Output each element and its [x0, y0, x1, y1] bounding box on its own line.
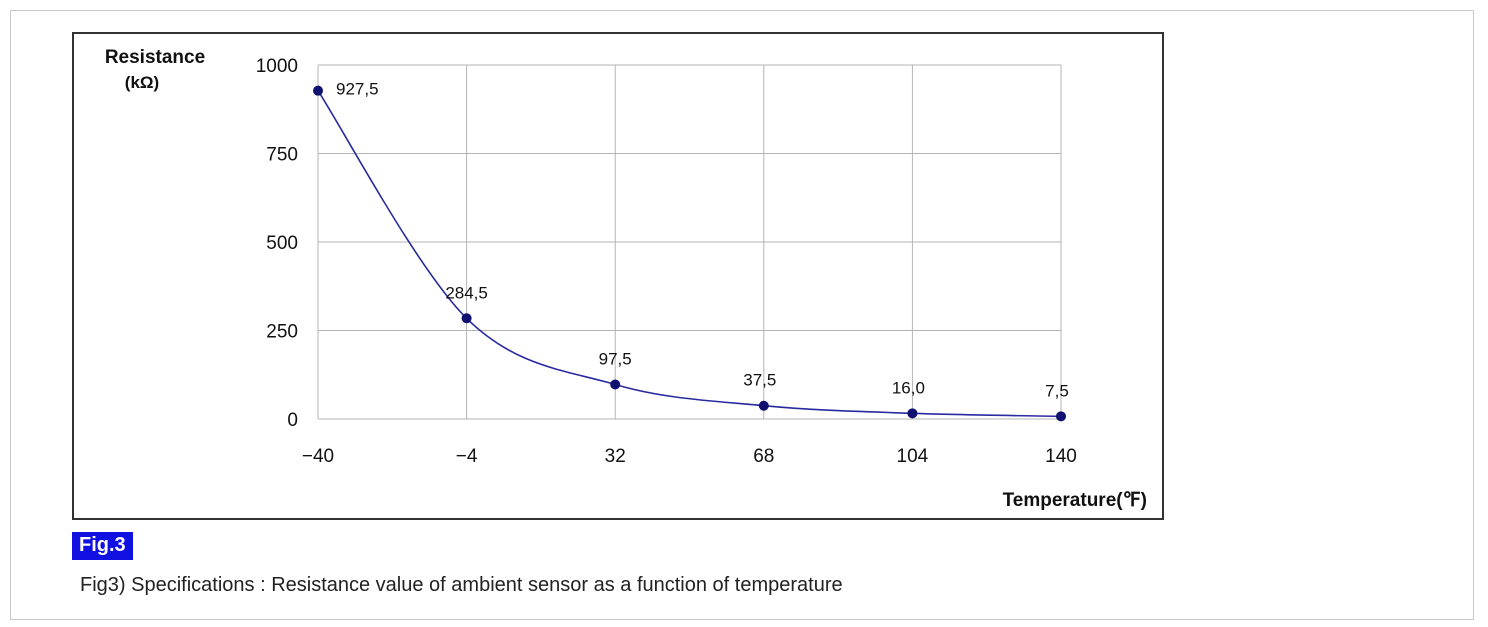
data-point [1056, 411, 1066, 422]
series-line [317, 90, 1062, 418]
figure-frame [10, 10, 1474, 620]
y-tick-label: 0 [287, 410, 298, 431]
data-label: 284,5 [445, 283, 488, 302]
line-chart: 0 250 500 750 1000 −40 −4 32 68 104 140 Resistance (… [105, 47, 1147, 511]
data-label: 37,5 [743, 371, 776, 390]
x-tick-label: −4 [456, 446, 478, 467]
data-label: 97,5 [599, 349, 632, 368]
data-point [758, 400, 769, 411]
x-tick-label: −40 [302, 446, 334, 467]
data-label: 16,0 [892, 378, 925, 397]
y-axis-title: Resistance [105, 47, 205, 68]
figure-badge: Fig.3 [72, 532, 133, 560]
x-tick-label: 32 [605, 446, 626, 467]
figure-caption: Fig3) Specifications : Resistance value … [80, 574, 843, 596]
x-tick-label: 140 [1045, 446, 1077, 467]
y-tick-label: 750 [266, 145, 298, 166]
data-point [907, 408, 918, 419]
y-axis-unit: (kΩ) [125, 73, 159, 92]
y-tick-label: 1000 [256, 56, 298, 77]
data-point [610, 379, 621, 390]
chart-container: 0 250 500 750 1000 −40 −4 32 68 104 140 Resistance (… [72, 32, 1164, 520]
y-tick-label: 500 [266, 233, 298, 254]
x-tick-label: 68 [753, 446, 774, 467]
x-axis-title: Temperature(℉) [1003, 490, 1147, 511]
data-point [461, 313, 472, 324]
data-label: 927,5 [336, 80, 379, 99]
x-tick-label: 104 [897, 446, 929, 467]
data-point [313, 85, 323, 96]
y-tick-label: 250 [266, 322, 298, 343]
data-label: 7,5 [1045, 381, 1069, 400]
